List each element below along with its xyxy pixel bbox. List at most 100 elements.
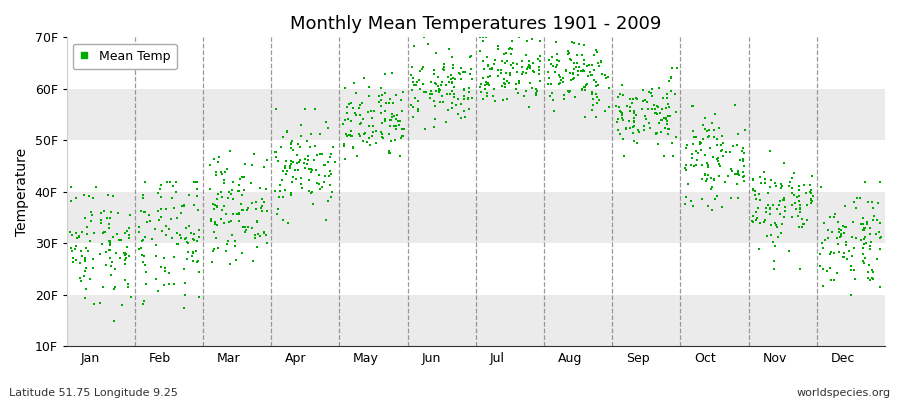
Point — [581, 62, 596, 68]
Point — [506, 60, 520, 66]
Point — [737, 173, 751, 180]
Point — [292, 159, 306, 166]
Point — [346, 144, 360, 150]
Point — [95, 284, 110, 291]
Point — [185, 236, 200, 242]
Point — [418, 88, 433, 95]
Point — [709, 193, 724, 199]
Point — [150, 190, 165, 196]
Point — [785, 202, 799, 208]
Point — [387, 122, 401, 129]
Point — [293, 133, 308, 140]
Point — [405, 114, 419, 120]
Point — [493, 67, 508, 73]
Point — [787, 170, 801, 176]
Point — [480, 90, 494, 96]
Point — [100, 191, 114, 198]
Point — [394, 134, 409, 141]
Point — [68, 230, 83, 236]
Point — [115, 302, 130, 308]
Point — [407, 42, 421, 49]
Point — [533, 38, 547, 45]
Point — [99, 249, 113, 256]
Point — [117, 250, 131, 256]
Point — [393, 118, 408, 124]
Point — [104, 262, 118, 269]
Point — [481, 79, 495, 86]
Point — [106, 318, 121, 324]
Point — [569, 64, 583, 70]
Point — [705, 183, 719, 190]
Point — [773, 198, 788, 204]
Point — [598, 72, 612, 79]
Point — [601, 104, 616, 110]
Point — [792, 266, 806, 272]
Point — [247, 151, 261, 158]
Point — [715, 147, 729, 154]
Point — [326, 144, 340, 150]
Point — [235, 250, 249, 256]
Point — [846, 267, 860, 274]
Point — [255, 196, 269, 202]
Point — [485, 92, 500, 99]
Point — [451, 111, 465, 117]
Point — [117, 230, 131, 236]
Point — [705, 120, 719, 126]
Point — [268, 106, 283, 113]
Point — [313, 151, 328, 157]
Point — [659, 115, 673, 122]
Point — [284, 158, 299, 164]
Point — [248, 235, 263, 242]
Point — [258, 232, 273, 238]
Point — [502, 72, 517, 78]
Point — [278, 163, 293, 170]
Point — [616, 92, 630, 98]
Point — [454, 64, 468, 71]
Point — [764, 232, 778, 238]
Point — [585, 72, 599, 78]
Point — [177, 304, 192, 311]
Point — [761, 202, 776, 208]
Point — [497, 75, 511, 82]
Point — [73, 274, 87, 281]
Point — [237, 186, 251, 193]
Point — [374, 131, 389, 137]
Point — [821, 235, 835, 241]
Point — [544, 81, 559, 87]
Point — [134, 244, 148, 251]
Point — [858, 254, 872, 261]
Point — [833, 227, 848, 233]
Point — [584, 72, 598, 78]
Point — [601, 84, 616, 91]
Point — [839, 239, 853, 246]
Point — [446, 62, 460, 68]
Point — [796, 220, 811, 227]
Point — [480, 54, 494, 60]
Point — [853, 194, 868, 201]
Point — [626, 115, 641, 121]
Point — [189, 258, 203, 265]
Point — [159, 206, 174, 212]
Point — [256, 164, 271, 170]
Point — [712, 172, 726, 179]
Point — [686, 202, 700, 209]
Point — [814, 240, 829, 246]
Point — [434, 82, 448, 88]
Point — [423, 94, 437, 101]
Point — [203, 218, 218, 224]
Point — [389, 92, 403, 98]
Point — [154, 214, 168, 220]
Point — [823, 265, 837, 272]
Point — [75, 252, 89, 259]
Point — [221, 238, 236, 244]
Point — [417, 34, 431, 40]
Point — [222, 261, 237, 267]
Point — [616, 117, 630, 123]
Point — [103, 215, 117, 221]
Point — [87, 230, 102, 236]
Point — [759, 209, 773, 215]
Point — [750, 215, 764, 222]
Point — [319, 217, 333, 223]
Point — [793, 206, 807, 212]
Point — [80, 224, 94, 230]
